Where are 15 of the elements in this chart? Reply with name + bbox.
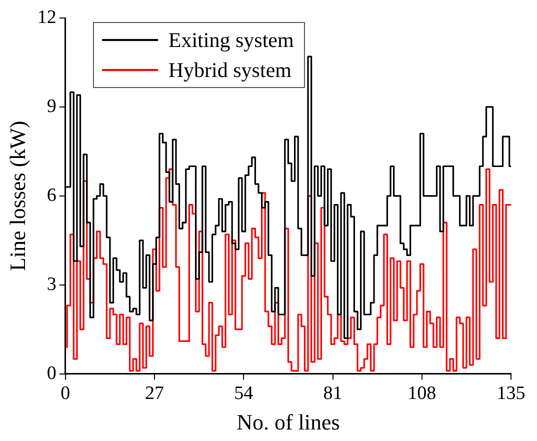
x-tick-label: 108 bbox=[408, 383, 436, 404]
y-tick-label: 9 bbox=[46, 96, 56, 117]
x-tick-label: 54 bbox=[234, 383, 254, 404]
y-tick-label: 0 bbox=[46, 362, 56, 384]
x-tick-label: 0 bbox=[60, 383, 70, 404]
y-tick-label: 12 bbox=[37, 6, 56, 28]
y-axis-title: Line losses (kW) bbox=[4, 120, 30, 272]
x-tick-label: 27 bbox=[145, 383, 164, 404]
legend-label: Hybrid system bbox=[168, 57, 292, 84]
x-axis-title: No. of lines bbox=[236, 410, 340, 435]
x-tick-label: 135 bbox=[496, 383, 526, 404]
x-tick-label: 81 bbox=[323, 383, 342, 404]
legend-label: Exiting system bbox=[168, 27, 294, 54]
y-tick-label: 6 bbox=[46, 184, 56, 206]
y-tick-label: 3 bbox=[46, 274, 56, 295]
